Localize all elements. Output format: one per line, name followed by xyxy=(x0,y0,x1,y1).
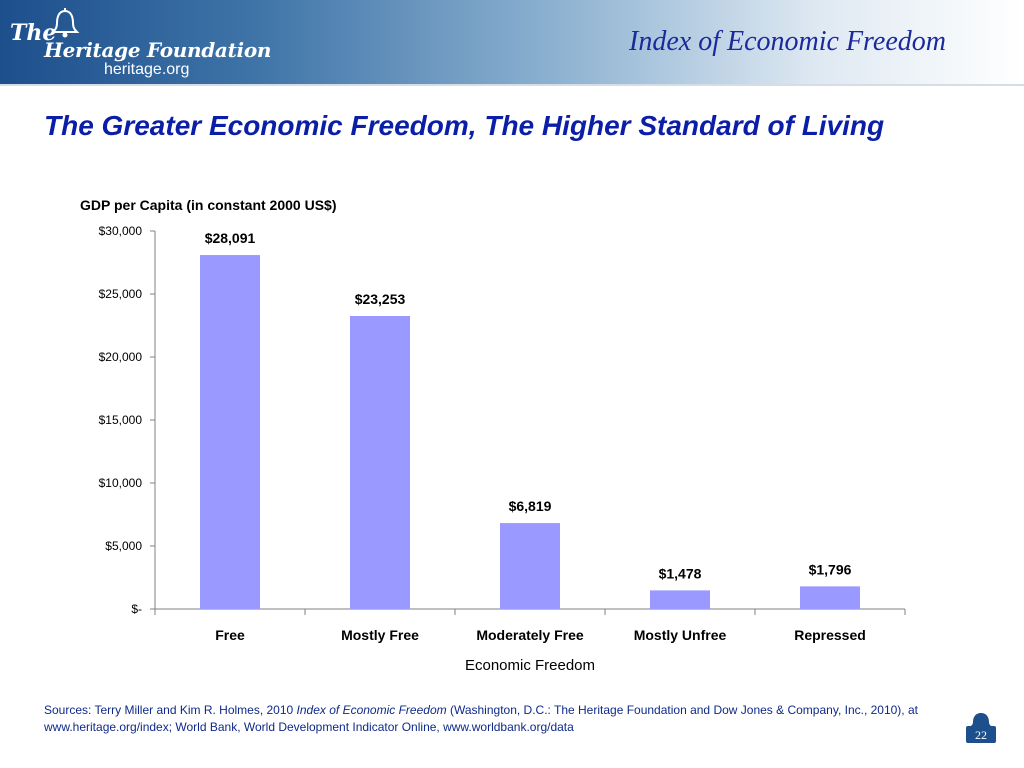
logo-url-text: heritage.org xyxy=(104,61,190,78)
header-banner xyxy=(0,0,1024,84)
sources-italic-title: Index of Economic Freedom xyxy=(296,703,447,717)
bar-value-label: $1,796 xyxy=(809,561,852,577)
bar-value-label: $6,819 xyxy=(509,498,552,514)
chart-title: GDP per Capita (in constant 2000 US$) xyxy=(80,197,336,213)
page-number: 22 xyxy=(975,728,987,742)
sources-prefix: Sources: Terry Miller and Kim R. Holmes,… xyxy=(44,703,297,717)
heritage-logo: The Heritage Foundation heritage.org xyxy=(10,6,271,82)
y-tick-label: $10,000 xyxy=(99,476,143,490)
header-divider xyxy=(0,84,1024,86)
gdp-bar-chart: GDP per Capita (in constant 2000 US$) $- $… xyxy=(80,197,906,674)
slide-title: The Greater Economic Freedom, The Higher… xyxy=(44,110,885,141)
y-tick-label: $- xyxy=(131,602,142,616)
y-tick-label: $5,000 xyxy=(105,539,142,553)
bar xyxy=(200,255,260,609)
x-category-label: Mostly Unfree xyxy=(634,627,727,643)
logo-the-text: The xyxy=(10,20,57,46)
bar xyxy=(800,586,860,609)
sources-note: Sources: Terry Miller and Kim R. Holmes,… xyxy=(44,702,944,736)
x-category-label: Mostly Free xyxy=(341,627,419,643)
y-tick-label: $15,000 xyxy=(99,413,143,427)
brand-title: Index of Economic Freedom xyxy=(629,26,946,57)
bar-value-label: $1,478 xyxy=(659,565,702,581)
bar xyxy=(350,316,410,609)
sources-suffix: (Washington, D.C.: The Heritage Foundati… xyxy=(44,703,918,734)
x-category-label: Free xyxy=(215,627,245,643)
x-axis-title: Economic Freedom xyxy=(465,657,595,674)
bar xyxy=(650,590,710,609)
x-category-label: Repressed xyxy=(794,627,866,643)
y-tick-label: $25,000 xyxy=(99,287,143,301)
liberty-bell-icon xyxy=(50,8,80,38)
y-tick-label: $20,000 xyxy=(99,350,143,364)
bar xyxy=(500,523,560,609)
logo-name-text: Heritage Foundation xyxy=(44,38,272,62)
bar-value-label: $28,091 xyxy=(205,230,256,246)
page-number-badge: 22 xyxy=(966,713,996,743)
bar-value-label: $23,253 xyxy=(355,291,406,307)
y-tick-label: $30,000 xyxy=(99,224,143,238)
x-category-label: Moderately Free xyxy=(476,627,584,643)
